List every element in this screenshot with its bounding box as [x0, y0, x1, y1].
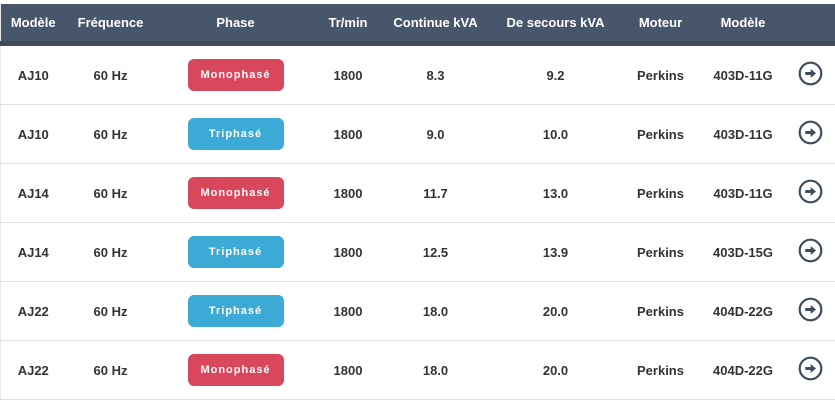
rpm-cell: 1800 — [315, 43, 381, 105]
rpm-cell: 1800 — [315, 340, 381, 400]
model-cell: AJ10 — [0, 43, 66, 105]
phase-badge: Monophasé — [187, 354, 284, 386]
phase-badge: Monophasé — [187, 177, 284, 209]
phase-badge: Monophasé — [187, 59, 284, 91]
phase-cell: Triphasé — [155, 104, 316, 164]
table-header-row: Modèle Fréquence Phase Tr/min Continue k… — [0, 4, 835, 46]
table-row: AJ10 60 Hz Monophasé 1800 8.3 9.2 Perkin… — [0, 43, 835, 105]
frequency-cell: 60 Hz — [65, 163, 156, 223]
engine-model-cell: 404D-22G — [700, 340, 786, 400]
table-row: AJ22 60 Hz Monophasé 1800 18.0 20.0 Perk… — [0, 340, 835, 400]
frequency-cell: 60 Hz — [65, 222, 156, 282]
standby-kva-cell: 20.0 — [490, 281, 621, 341]
frequency-cell: 60 Hz — [65, 281, 156, 341]
col-header-moteur: Moteur — [620, 4, 701, 46]
standby-kva-cell: 10.0 — [490, 104, 621, 164]
frequency-cell: 60 Hz — [65, 340, 156, 400]
engine-cell: Perkins — [620, 281, 701, 341]
phase-badge: Triphasé — [187, 118, 284, 150]
engine-model-cell: 403D-11G — [700, 163, 786, 223]
continuous-kva-cell: 18.0 — [380, 281, 491, 341]
continuous-kva-cell: 18.0 — [380, 340, 491, 400]
engine-cell: Perkins — [620, 43, 701, 105]
action-cell — [785, 104, 835, 164]
standby-kva-cell: 13.0 — [490, 163, 621, 223]
action-cell — [785, 281, 835, 341]
action-cell — [785, 340, 835, 400]
model-cell: AJ22 — [0, 281, 66, 341]
phase-cell: Monophasé — [155, 163, 316, 223]
col-header-frequence: Fréquence — [65, 4, 156, 46]
frequency-cell: 60 Hz — [65, 43, 156, 105]
model-cell: AJ22 — [0, 340, 66, 400]
table-row: AJ14 60 Hz Monophasé 1800 11.7 13.0 Perk… — [0, 163, 835, 223]
generator-spec-table: Modèle Fréquence Phase Tr/min Continue k… — [0, 4, 835, 400]
arrow-right-circle-icon[interactable] — [798, 238, 823, 263]
rpm-cell: 1800 — [315, 281, 381, 341]
action-cell — [785, 43, 835, 105]
model-cell: AJ14 — [0, 222, 66, 282]
continuous-kva-cell: 8.3 — [380, 43, 491, 105]
col-header-phase: Phase — [155, 4, 316, 46]
engine-cell: Perkins — [620, 163, 701, 223]
continuous-kva-cell: 11.7 — [380, 163, 491, 223]
rpm-cell: 1800 — [315, 104, 381, 164]
table-row: AJ22 60 Hz Triphasé 1800 18.0 20.0 Perki… — [0, 281, 835, 341]
phase-cell: Triphasé — [155, 222, 316, 282]
rpm-cell: 1800 — [315, 163, 381, 223]
action-cell — [785, 163, 835, 223]
engine-model-cell: 403D-11G — [700, 104, 786, 164]
phase-badge: Triphasé — [187, 236, 284, 268]
continuous-kva-cell: 9.0 — [380, 104, 491, 164]
col-header-trmin: Tr/min — [315, 4, 381, 46]
phase-badge: Triphasé — [187, 295, 284, 327]
engine-cell: Perkins — [620, 222, 701, 282]
phase-cell: Monophasé — [155, 43, 316, 105]
standby-kva-cell: 13.9 — [490, 222, 621, 282]
arrow-right-circle-icon[interactable] — [798, 61, 823, 86]
model-cell: AJ14 — [0, 163, 66, 223]
phase-cell: Monophasé — [155, 340, 316, 400]
col-header-action — [785, 4, 835, 46]
engine-model-cell: 403D-11G — [700, 43, 786, 105]
engine-model-cell: 403D-15G — [700, 222, 786, 282]
action-cell — [785, 222, 835, 282]
col-header-secours-kva: De secours kVA — [490, 4, 621, 46]
col-header-continue-kva: Continue kVA — [380, 4, 491, 46]
arrow-right-circle-icon[interactable] — [798, 179, 823, 204]
table-row: AJ14 60 Hz Triphasé 1800 12.5 13.9 Perki… — [0, 222, 835, 282]
col-header-modele: Modèle — [0, 4, 66, 46]
phase-cell: Triphasé — [155, 281, 316, 341]
standby-kva-cell: 20.0 — [490, 340, 621, 400]
continuous-kva-cell: 12.5 — [380, 222, 491, 282]
table-row: AJ10 60 Hz Triphasé 1800 9.0 10.0 Perkin… — [0, 104, 835, 164]
engine-cell: Perkins — [620, 340, 701, 400]
arrow-right-circle-icon[interactable] — [798, 356, 823, 381]
arrow-right-circle-icon[interactable] — [798, 297, 823, 322]
model-cell: AJ10 — [0, 104, 66, 164]
frequency-cell: 60 Hz — [65, 104, 156, 164]
arrow-right-circle-icon[interactable] — [798, 120, 823, 145]
rpm-cell: 1800 — [315, 222, 381, 282]
engine-cell: Perkins — [620, 104, 701, 164]
col-header-modele-moteur: Modèle — [700, 4, 786, 46]
standby-kva-cell: 9.2 — [490, 43, 621, 105]
engine-model-cell: 404D-22G — [700, 281, 786, 341]
